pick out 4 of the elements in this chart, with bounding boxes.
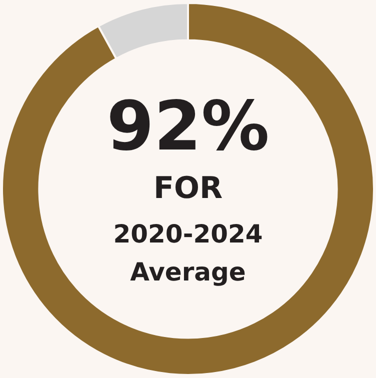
text: 2020-2024 bbox=[113, 220, 263, 248]
text: FOR bbox=[153, 170, 223, 206]
text: Average bbox=[130, 258, 246, 286]
data-label: 92% bbox=[106, 88, 270, 167]
